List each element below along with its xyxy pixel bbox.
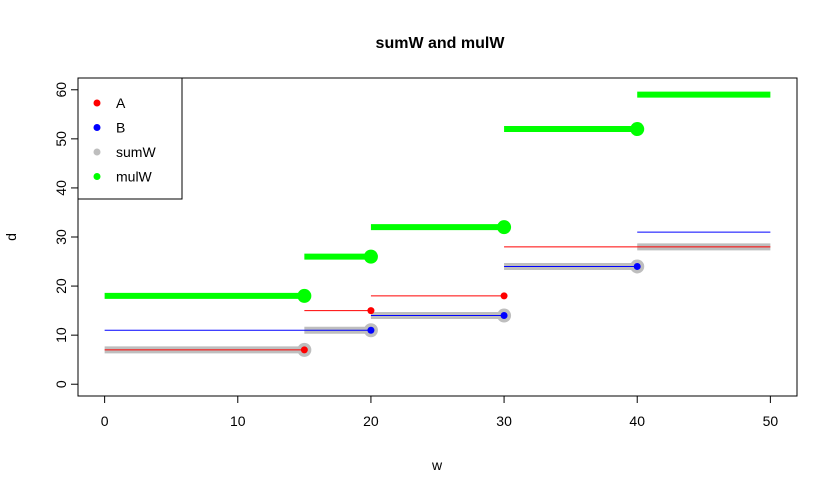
series-mulW-point [363,249,378,264]
series-mulW [104,91,771,303]
legend-label-mulW: mulW [116,169,153,185]
x-axis-label: w [431,457,443,473]
series-A [104,246,771,354]
series-mulW-point [497,220,512,235]
x-tick-label: 30 [496,413,512,429]
series-mulW-point [630,122,645,137]
y-tick-label: 60 [53,82,69,98]
y-tick-label: 50 [53,131,69,147]
series-B-point [500,312,508,320]
x-tick-label: 50 [763,413,779,429]
series-B [104,231,771,334]
legend-marker-A [93,99,101,107]
series-A-point [367,307,375,315]
y-axis: 0 10 20 30 40 50 60 [53,82,78,388]
legend-label-B: B [116,120,125,136]
chart-title: sumW and mulW [376,35,506,52]
x-tick-label: 10 [230,413,246,429]
series-A-point [500,292,508,300]
legend-label-A: A [116,95,126,111]
series-B-point [633,262,641,270]
series-A-point [300,346,308,354]
y-tick-label: 0 [53,380,69,388]
x-tick-label: 0 [101,413,109,429]
x-tick-label: 40 [629,413,645,429]
y-tick-label: 40 [53,180,69,196]
series-layer [104,91,771,357]
legend-label-sumW: sumW [116,144,156,160]
y-tick-label: 20 [53,278,69,294]
x-tick-label: 20 [363,413,379,429]
series-sumW [104,243,771,357]
y-axis-label: d [3,233,19,241]
series-mulW-point [297,288,312,303]
x-axis: 0 10 20 30 40 50 [101,395,779,429]
legend-marker-B [93,124,101,131]
y-tick-label: 10 [53,327,69,343]
y-tick-label: 30 [53,229,69,245]
legend-marker-mulW [93,173,101,180]
series-B-point [367,326,375,334]
legend-marker-sumW [93,148,101,156]
